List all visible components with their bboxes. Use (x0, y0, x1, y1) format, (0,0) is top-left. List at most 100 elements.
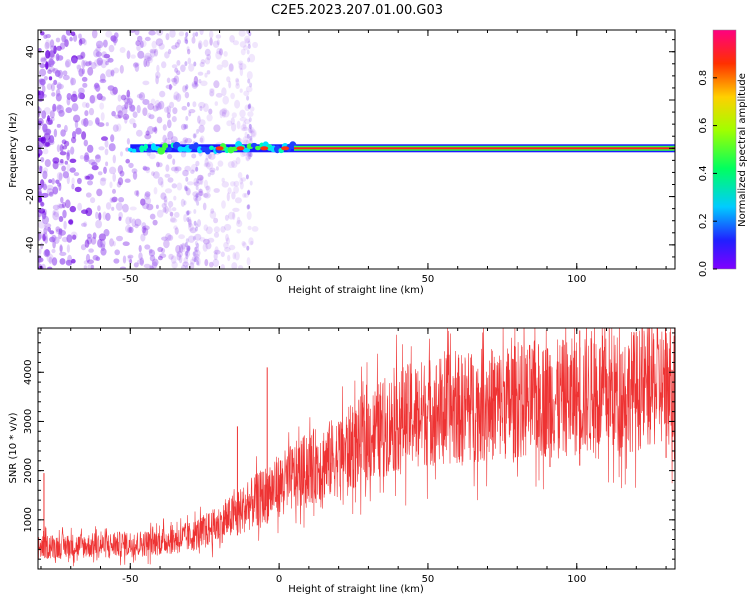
noise-blob (148, 30, 156, 36)
noise-blob (194, 81, 198, 87)
noise-blob (204, 72, 208, 78)
noise-blob (51, 92, 56, 97)
noise-blob (157, 255, 163, 261)
noise-blob (151, 258, 159, 267)
noise-blob (170, 216, 176, 223)
y-tick-label: -20 (25, 188, 36, 204)
noise-blob (126, 50, 131, 60)
noise-blob (116, 123, 122, 132)
noise-blob (65, 199, 71, 209)
noise-blob (186, 210, 190, 216)
noise-blob (62, 145, 68, 150)
noise-blob (53, 45, 57, 54)
noise-blob (198, 40, 203, 49)
noise-blob (247, 225, 252, 231)
noise-blob (56, 123, 62, 128)
snr-line (38, 328, 675, 567)
noise-blob (70, 258, 76, 264)
noise-blob (220, 251, 225, 258)
noise-blob (110, 69, 115, 77)
carrier-peak (281, 146, 290, 151)
x-tick-label: 0 (276, 274, 282, 285)
noise-blob (85, 175, 90, 180)
noise-blob (152, 171, 160, 179)
noise-blob (229, 62, 234, 72)
noise-blob (84, 110, 89, 117)
noise-blob (46, 188, 54, 196)
noise-blob (181, 105, 188, 111)
noise-blob (90, 197, 96, 204)
noise-blob (61, 201, 66, 209)
x-tick-label: 100 (567, 574, 586, 585)
noise-blob (235, 83, 240, 89)
noise-blob (66, 175, 70, 185)
noise-blob (209, 91, 215, 97)
x-tick-label: -50 (122, 574, 138, 585)
noise-blob (121, 106, 128, 115)
noise-blob (38, 141, 44, 149)
noise-blob (173, 91, 180, 101)
noise-blob (112, 241, 116, 247)
noise-blob (128, 162, 134, 169)
noise-blob (209, 30, 214, 39)
noise-blob (46, 83, 53, 90)
noise-blob (165, 33, 170, 41)
noise-blob (43, 107, 51, 115)
noise-blob (245, 38, 251, 43)
noise-blob (209, 88, 215, 97)
noise-blob (215, 34, 222, 39)
carrier-blob (166, 147, 172, 152)
noise-blob (122, 241, 130, 246)
noise-blob (207, 172, 211, 177)
noise-blob (238, 30, 246, 37)
noise-blob (129, 118, 136, 125)
noise-blob (87, 144, 94, 153)
noise-blob (184, 185, 187, 191)
noise-blob (73, 114, 81, 123)
noise-blob (51, 248, 56, 254)
noise-blob (213, 80, 220, 89)
noise-blob (105, 161, 109, 167)
noise-blob (82, 82, 88, 88)
noise-blob (192, 101, 197, 108)
noise-blob (249, 135, 253, 141)
noise-blob (182, 85, 187, 93)
noise-blob (153, 187, 158, 195)
noise-blob (142, 166, 150, 171)
noise-blob (79, 37, 86, 45)
noise-blob (70, 77, 74, 86)
noise-blob (149, 48, 157, 54)
noise-blob (175, 244, 182, 254)
noise-blob (204, 57, 211, 65)
noise-blob (176, 39, 181, 45)
noise-blob (59, 245, 63, 252)
noise-blob (140, 198, 146, 206)
noise-blob (60, 129, 66, 137)
noise-blob (223, 241, 229, 249)
noise-blob (69, 158, 77, 163)
noise-blob (175, 93, 182, 102)
snr-panel: -50 0 50 100 1000 2000 3000 4000 Height of stra… (8, 327, 676, 595)
noise-blob (74, 120, 79, 129)
noise-blob (109, 181, 113, 189)
noise-blob (116, 235, 123, 242)
noise-blob (112, 124, 119, 132)
noise-blob (213, 226, 220, 234)
noise-blob (149, 50, 156, 58)
noise-blob (141, 226, 147, 234)
noise-blob (249, 128, 253, 133)
noise-blob (148, 249, 156, 257)
noise-blob (226, 192, 230, 202)
noise-blob (174, 42, 180, 48)
noise-blob (195, 226, 198, 232)
noise-blob (185, 176, 189, 182)
noise-blob (62, 209, 67, 219)
noise-blob (235, 77, 240, 83)
noise-blob (168, 253, 174, 260)
noise-blob (116, 104, 123, 114)
noise-blob (197, 115, 201, 124)
noise-blob (171, 261, 178, 269)
noise-blob (144, 191, 151, 198)
noise-blob (173, 95, 177, 100)
noise-blob (101, 136, 108, 141)
